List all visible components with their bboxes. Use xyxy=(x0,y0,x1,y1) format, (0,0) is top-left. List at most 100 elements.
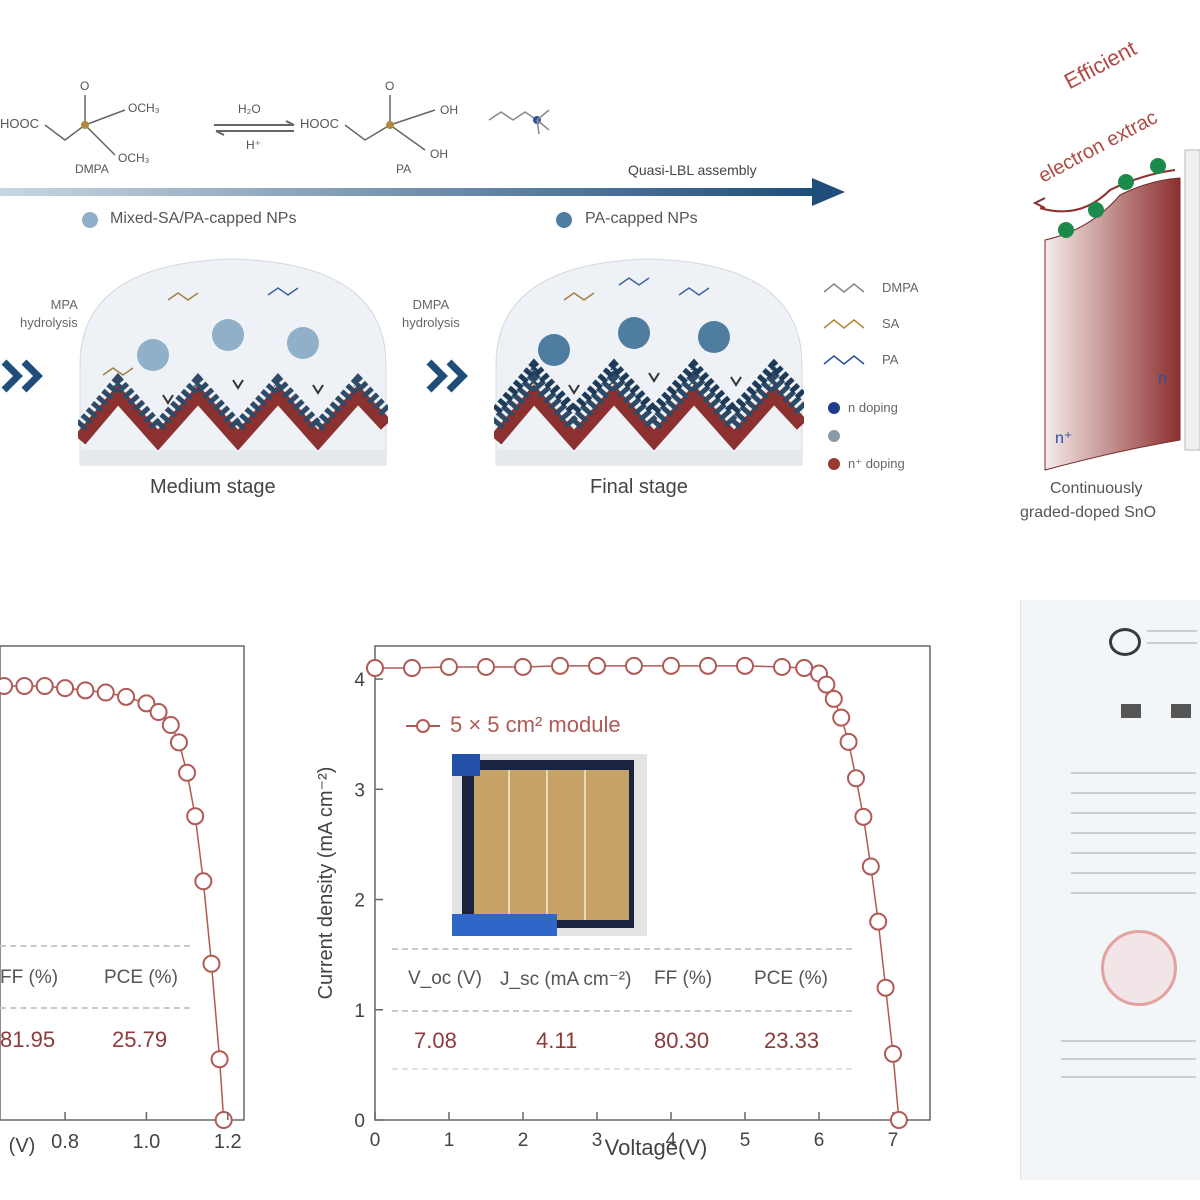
certificate-line xyxy=(1071,772,1196,774)
x-tick-label: 7 xyxy=(888,1130,899,1151)
certificate-heading-block xyxy=(1121,704,1141,718)
pa-legend-icon xyxy=(823,355,865,365)
data-point xyxy=(440,657,458,676)
electron-dot xyxy=(1150,158,1166,174)
band-caption-line2: graded-doped SnO xyxy=(1020,504,1157,521)
x-tick-label: 1 xyxy=(444,1130,455,1151)
certificate-line xyxy=(1071,872,1196,874)
certificate-line xyxy=(1071,792,1196,794)
data-point xyxy=(0,677,14,695)
data-point xyxy=(96,683,115,702)
dmpa-label: DMPA xyxy=(75,162,109,176)
x-tick-label: 6 xyxy=(814,1130,825,1151)
certificate-line xyxy=(1071,852,1196,854)
data-point xyxy=(186,807,205,826)
data-point xyxy=(514,657,532,676)
table-divider xyxy=(0,1007,190,1009)
data-point xyxy=(149,703,168,722)
data-point xyxy=(854,807,873,826)
dmpa-structure: HOOC O OCH₃ OCH₃ xyxy=(0,79,160,165)
data-point xyxy=(884,1044,902,1063)
np-mixed-label: Mixed-SA/PA-capped NPs xyxy=(110,210,297,227)
data-point xyxy=(56,679,75,698)
data-point xyxy=(202,954,221,973)
data-point xyxy=(161,716,180,735)
data-point xyxy=(889,1111,908,1129)
x-tick-label: 2 xyxy=(518,1130,529,1151)
x-tick-label: 1.0 xyxy=(132,1131,160,1153)
module-metrics-table: V_oc (V) J_sc (mA cm⁻²) FF (%) PCE (%) 7… xyxy=(392,948,852,1078)
electron-dot xyxy=(1058,222,1074,238)
data-point xyxy=(137,694,156,713)
legend-pa: PA xyxy=(882,352,899,367)
data-point xyxy=(861,857,880,876)
certificate-image xyxy=(1020,600,1200,1180)
reagent-acid: H⁺ xyxy=(246,138,261,152)
data-point xyxy=(847,769,865,788)
electron-dot xyxy=(1118,174,1134,190)
pa-label: PA xyxy=(396,162,412,176)
data-point xyxy=(477,657,495,676)
module-photo-cell-area xyxy=(474,770,629,920)
table-value: 7.08 xyxy=(414,1028,457,1053)
svg-text:O: O xyxy=(80,79,89,93)
x-tick-label: 0 xyxy=(370,1130,381,1151)
data-point xyxy=(403,659,421,678)
sa-legend-icon xyxy=(823,319,865,329)
band-diagram: Efficient electron extrac n⁺ n Continuou… xyxy=(1000,35,1200,540)
table-divider xyxy=(0,945,190,947)
pa-np-icon xyxy=(556,212,572,228)
data-point xyxy=(773,657,791,676)
legend-sa: SA xyxy=(882,316,900,331)
table-value: 80.30 xyxy=(654,1028,710,1053)
table-header: J_sc (mA cm⁻²) xyxy=(500,969,632,990)
np-pa-label: PA-capped NPs xyxy=(585,210,698,227)
chevron-right-icon xyxy=(426,359,468,393)
module-photo-stripe xyxy=(546,770,548,920)
certificate-line xyxy=(1071,812,1196,814)
legend-n-doping: n doping xyxy=(848,400,898,415)
hydrolysis-left-label: MPA hydrolysis xyxy=(20,297,78,330)
synthesis-scheme: HOOC O OCH₃ OCH₃ DMPA H₂O H⁺ HOOC O OH O… xyxy=(0,60,960,520)
data-point xyxy=(869,912,888,931)
table-header: FF (%) xyxy=(0,967,59,988)
x-tick-label: 0.8 xyxy=(51,1131,79,1153)
table-value: 25.79 xyxy=(112,1027,168,1052)
data-point xyxy=(839,732,858,751)
jv-curve-cell-chart: 0.8 1.0 1.2 (V) xyxy=(0,645,245,1157)
legend-n-plus-doping: n⁺ doping xyxy=(848,456,905,471)
mid-doping-dot xyxy=(828,430,840,442)
data-point xyxy=(736,656,754,675)
table-divider xyxy=(392,1068,852,1070)
data-point xyxy=(15,677,34,695)
module-photo-blue-tape xyxy=(452,914,557,936)
x-tick-label: 1.2 xyxy=(214,1131,242,1153)
certificate-line xyxy=(1061,1040,1196,1042)
reagent-water: H₂O xyxy=(238,102,261,116)
data-point xyxy=(832,708,851,727)
data-point xyxy=(76,681,95,700)
table-header: PCE (%) xyxy=(754,968,828,989)
medium-stage-illustration xyxy=(78,258,388,466)
data-point xyxy=(662,656,680,675)
data-point xyxy=(699,656,717,675)
table-divider xyxy=(392,948,852,950)
svg-text:OCH₃: OCH₃ xyxy=(128,101,160,115)
mixed-np-icon xyxy=(82,212,98,228)
quasi-lbl-arrow xyxy=(0,178,845,206)
data-point xyxy=(35,677,54,695)
module-photo-stripe xyxy=(508,770,510,920)
dmpa-legend-icon xyxy=(823,283,865,293)
data-point xyxy=(551,656,569,675)
y-tick-label: 0 xyxy=(354,1111,365,1132)
certificate-line xyxy=(1061,1058,1196,1060)
scheme-legend: DMPA SA PA n doping n⁺ doping xyxy=(820,270,960,490)
data-point xyxy=(214,1111,233,1129)
chevron-right-icon xyxy=(1,359,43,393)
y-tick-label: 1 xyxy=(354,1001,365,1022)
x-axis-label: (V) xyxy=(9,1135,36,1157)
n-plus-doping-dot xyxy=(828,458,840,470)
y-tick-label: 4 xyxy=(354,670,365,691)
svg-text:O: O xyxy=(385,79,394,93)
pa-structure: HOOC O OH OH xyxy=(300,79,458,161)
